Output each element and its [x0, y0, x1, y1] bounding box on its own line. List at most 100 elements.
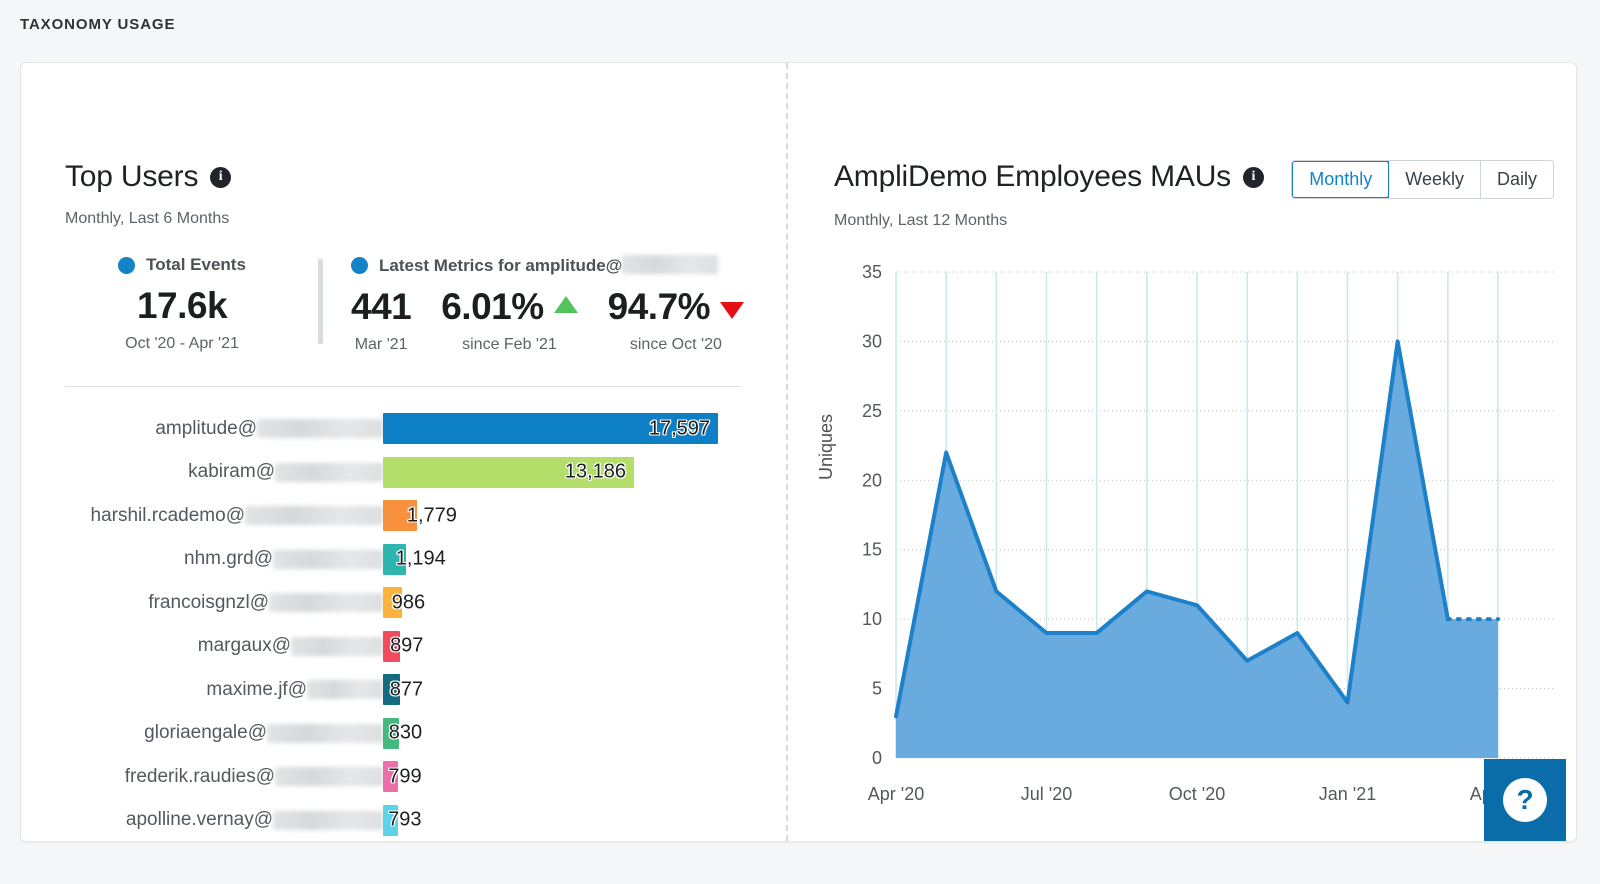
trend-down-icon	[720, 301, 745, 319]
maus-subtitle: Monthly, Last 12 Months	[834, 212, 1008, 229]
maus-header: AmpliDemo Employees MAUs i	[834, 160, 1264, 194]
y-tick-label: 20	[862, 470, 882, 490]
bar-fill[interactable]	[383, 630, 401, 662]
table-row[interactable]: apolline.vernay@ 793	[21, 799, 786, 842]
table-row[interactable]: francoisgnzl@ 986	[21, 581, 786, 625]
panel-divider	[786, 63, 788, 841]
metric-latest-value-2-text: 94.7%	[607, 286, 711, 327]
table-row[interactable]: kabiram@ 13,186	[21, 451, 786, 495]
bar-track: 986	[383, 581, 786, 625]
metric-col: 6.01% since Feb '21	[441, 286, 578, 354]
bar-value-label: 877	[389, 678, 424, 701]
x-tick-label: Apr '20	[868, 784, 924, 804]
taxonomy-usage-card: Top Users i Monthly, Last 6 Months Total…	[20, 62, 1577, 842]
bar-fill[interactable]	[383, 674, 400, 706]
redacted-email-domain	[273, 549, 383, 569]
bar-label-text: maxime.jf@	[206, 678, 307, 700]
redacted-email-domain	[273, 810, 383, 830]
bar-value-label: 830	[388, 721, 423, 744]
bar-label-text: margaux@	[197, 635, 291, 657]
x-tick-label: Oct '20	[1169, 784, 1225, 804]
redacted-email-domain	[257, 419, 383, 439]
bar-value-label: 13,186	[564, 460, 627, 483]
legend-dot-icon	[351, 257, 368, 274]
bar-value-label: 793	[388, 808, 422, 831]
bar-track: 897	[383, 625, 786, 669]
bar-fill[interactable]	[383, 500, 417, 532]
help-button[interactable]: ?	[1484, 759, 1566, 841]
info-icon[interactable]: i	[210, 166, 232, 188]
info-icon[interactable]: i	[1242, 166, 1264, 188]
y-tick-label: 0	[872, 748, 882, 768]
bar-track: 1,779	[383, 494, 786, 538]
granularity-toggle-group[interactable]: Monthly Weekly Daily	[1291, 160, 1554, 199]
maus-panel: AmpliDemo Employees MAUs i Monthly, Last…	[788, 63, 1576, 841]
bar-fill[interactable]	[383, 543, 406, 575]
bar-label: harshil.rcademo@	[21, 505, 383, 527]
x-tick-label: Jul '20	[1021, 784, 1072, 804]
bar-label: maxime.jf@	[21, 679, 383, 701]
bar-label: nhm.grd@	[21, 548, 383, 570]
bar-fill[interactable]: 13,186	[383, 456, 635, 488]
x-tick-label: Jan '21	[1319, 784, 1376, 804]
bar-value-label: 799	[388, 765, 422, 788]
bar-label: apolline.vernay@	[21, 809, 383, 831]
bar-track: 13,186	[383, 451, 786, 495]
redacted-email-domain	[245, 506, 383, 526]
metrics-strip: Total Events 17.6k Oct '20 - Apr '21 Lat…	[46, 255, 768, 354]
metric-latest-caption-2: since Oct '20	[629, 336, 722, 353]
bar-value-label: 986	[391, 591, 426, 614]
trend-up-icon	[553, 295, 578, 313]
toggle-monthly[interactable]: Monthly	[1292, 161, 1391, 198]
bar-fill[interactable]	[383, 587, 402, 619]
metric-latest-head: Latest Metrics for amplitude@	[347, 255, 744, 276]
metric-total-events: Total Events 17.6k Oct '20 - Apr '21	[46, 255, 318, 353]
y-tick-label: 35	[862, 262, 882, 282]
metric-total-events-range: Oct '20 - Apr '21	[125, 335, 239, 352]
bar-value-label: 1,194	[395, 547, 446, 570]
bar-label-text: harshil.rcademo@	[90, 504, 245, 526]
top-users-bar-chart: amplitude@ 17,597 kabiram@ 13,186 harshil.rc…	[21, 407, 786, 842]
bar-fill[interactable]: 17,597	[383, 413, 718, 445]
bar-track: 17,597	[383, 407, 786, 451]
redacted-email-domain	[291, 636, 383, 656]
table-row[interactable]: margaux@ 897	[21, 625, 786, 669]
bar-label-text: gloriaengale@	[144, 722, 267, 744]
bar-label: kabiram@	[21, 461, 383, 483]
bar-track: 830	[383, 712, 786, 756]
metric-latest-value-1-text: 6.01%	[441, 286, 544, 327]
metric-latest-caption-0: Mar '21	[354, 336, 408, 353]
metrics-divider	[65, 386, 741, 387]
table-row[interactable]: amplitude@ 17,597	[21, 407, 786, 451]
table-row[interactable]: gloriaengale@ 830	[21, 712, 786, 756]
bar-fill[interactable]	[383, 761, 399, 793]
y-tick-label: 30	[862, 331, 882, 351]
redacted-email-domain	[275, 462, 383, 482]
table-row[interactable]: nhm.grd@ 1,194	[21, 538, 786, 582]
bar-fill[interactable]	[383, 717, 399, 749]
toggle-daily[interactable]: Daily	[1480, 161, 1553, 198]
table-row[interactable]: maxime.jf@ 877	[21, 668, 786, 712]
metric-latest-label-text: Latest Metrics for amplitude@	[379, 256, 623, 275]
metric-col: 17.6k Oct '20 - Apr '21	[125, 285, 239, 353]
y-tick-label: 5	[872, 679, 882, 699]
metric-latest-value-0: 441	[351, 286, 412, 327]
area-line	[894, 339, 1450, 719]
table-row[interactable]: frederik.raudies@ 799	[21, 755, 786, 799]
metric-latest-value-2: 94.7%	[607, 286, 745, 328]
bar-label: francoisgnzl@	[21, 592, 383, 614]
bar-fill[interactable]	[383, 804, 399, 836]
bar-value-label: 897	[390, 634, 424, 657]
bar-label-text: nhm.grd@	[184, 548, 273, 570]
table-row[interactable]: harshil.rcademo@ 1,779	[21, 494, 786, 538]
metric-total-events-values: 17.6k Oct '20 - Apr '21	[70, 285, 294, 353]
bar-track: 793	[383, 799, 786, 842]
maus-area-chart: Uniques 0 5 10 15 20 25 30 35 Apr '20 Jul '20 Oct …	[806, 248, 1558, 818]
toggle-weekly[interactable]: Weekly	[1389, 161, 1481, 198]
top-users-header: Top Users i	[65, 160, 232, 194]
bar-label: margaux@	[21, 635, 383, 657]
bar-label-text: frederik.raudies@	[124, 765, 275, 787]
top-users-subtitle: Monthly, Last 6 Months	[65, 210, 230, 227]
area-chart-svg[interactable]: 0 5 10 15 20 25 30 35 Apr '20 Jul '20 Oct '20 Jan '…	[806, 248, 1558, 818]
